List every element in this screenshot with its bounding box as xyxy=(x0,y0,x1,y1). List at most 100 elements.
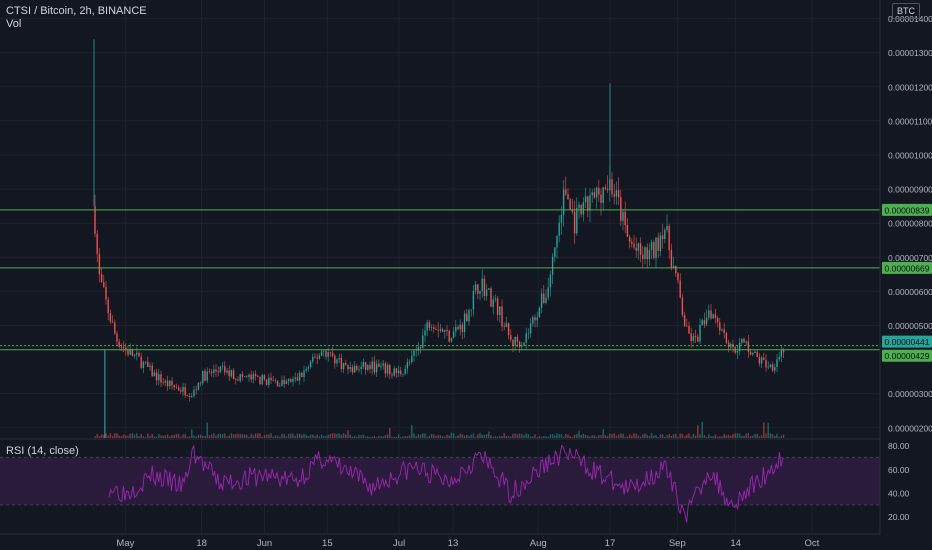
candle-body xyxy=(626,225,629,237)
candle-body xyxy=(635,247,637,251)
candle-body xyxy=(301,372,303,378)
volume-bar xyxy=(657,436,659,438)
candle-body xyxy=(177,387,180,391)
rsi-label[interactable]: RSI (14, close) xyxy=(6,445,79,457)
candle-body xyxy=(774,366,776,371)
volume-bar xyxy=(171,435,173,438)
candle-body xyxy=(184,386,186,396)
volume-bar xyxy=(525,433,527,438)
candle-body xyxy=(510,335,512,340)
volume-bar xyxy=(180,436,182,438)
volume-bar xyxy=(136,433,138,438)
volume-bar xyxy=(371,436,373,438)
candle-body xyxy=(393,368,395,376)
candle-body xyxy=(782,349,785,353)
volume-bar xyxy=(147,433,149,438)
candle-body xyxy=(397,370,400,374)
volume-bar xyxy=(439,435,442,438)
volume-bar xyxy=(428,435,431,438)
volume-bar xyxy=(642,434,644,438)
volume-bar xyxy=(446,434,448,438)
candle-body xyxy=(375,363,378,373)
volume-bar xyxy=(637,435,640,438)
candle-body xyxy=(155,372,158,381)
candle-body xyxy=(367,365,369,370)
volume-bar xyxy=(672,434,675,438)
candle-body xyxy=(646,247,648,260)
candle-body xyxy=(334,355,336,364)
candle-body xyxy=(540,293,543,308)
candle-body xyxy=(569,199,571,210)
candle-body xyxy=(364,362,367,370)
candle-body xyxy=(444,329,446,332)
volume-label[interactable]: Vol xyxy=(6,18,22,30)
volume-bar xyxy=(340,434,343,438)
volume-bar xyxy=(411,425,413,438)
candle-body xyxy=(287,379,290,381)
candle-body xyxy=(450,337,453,342)
volume-bar xyxy=(235,434,237,438)
volume-bar xyxy=(373,435,376,438)
rsi-band xyxy=(0,457,880,505)
volume-bar xyxy=(474,436,477,438)
volume-bar xyxy=(307,436,310,438)
candle-body xyxy=(197,382,200,390)
volume-bar xyxy=(116,433,118,438)
candle-body xyxy=(565,189,567,195)
volume-bar xyxy=(257,433,259,438)
candle-body xyxy=(694,335,697,337)
volume-bar xyxy=(565,434,567,438)
candle-body xyxy=(338,358,340,360)
volume-bar xyxy=(230,433,233,438)
candle-body xyxy=(281,379,283,386)
candle-body xyxy=(235,379,237,380)
candle-body xyxy=(342,362,345,370)
volume-bar xyxy=(334,433,336,438)
volume-bar xyxy=(534,434,536,438)
volume-bar xyxy=(164,435,167,438)
candle-body xyxy=(283,379,285,384)
symbol-title[interactable]: CTSI / Bitcoin, 2h, BINANCE xyxy=(6,5,147,17)
volume-bar xyxy=(342,433,345,438)
candle-body xyxy=(648,249,651,260)
candle-body xyxy=(210,371,213,373)
candle-body xyxy=(529,323,532,334)
price-tick-label: 0.00000900 xyxy=(888,185,932,195)
candle-body xyxy=(459,324,461,330)
candle-body xyxy=(628,236,631,242)
candle-body xyxy=(622,211,624,221)
volume-bar xyxy=(312,434,314,438)
candle-body xyxy=(219,366,222,373)
price-tick-label: 0.00001100 xyxy=(888,116,932,126)
candle-body xyxy=(314,356,316,358)
candle-body xyxy=(257,375,259,377)
candle-body xyxy=(697,336,699,342)
horizontal-levels[interactable]: 0.00000839 0.00000669 0.00000441 0.00000429 xyxy=(0,203,932,362)
candle-body xyxy=(400,370,402,375)
candle-body xyxy=(391,374,393,376)
candle-body xyxy=(547,287,549,298)
volume-bar xyxy=(111,435,114,438)
volume-bar xyxy=(413,433,415,438)
candle-body xyxy=(545,297,547,303)
candle-body xyxy=(114,322,116,334)
volume-bar xyxy=(763,422,765,438)
volume-bar xyxy=(118,435,120,438)
volume-bar xyxy=(215,435,217,438)
currency-badge[interactable]: BTC xyxy=(892,3,920,19)
volume-bar xyxy=(309,434,312,438)
candle-body xyxy=(111,321,114,323)
candle-body xyxy=(672,265,675,268)
candle-body xyxy=(125,347,127,350)
volume-bar xyxy=(648,435,651,438)
volume-bar xyxy=(582,433,585,438)
volume-bar xyxy=(195,436,197,438)
candle-body xyxy=(109,313,112,322)
volume-bar xyxy=(382,436,384,438)
candle-body xyxy=(683,314,686,326)
candle-body xyxy=(448,331,450,342)
candle-body xyxy=(624,211,626,226)
volume-bar xyxy=(569,436,571,438)
volume-bar xyxy=(459,433,461,438)
